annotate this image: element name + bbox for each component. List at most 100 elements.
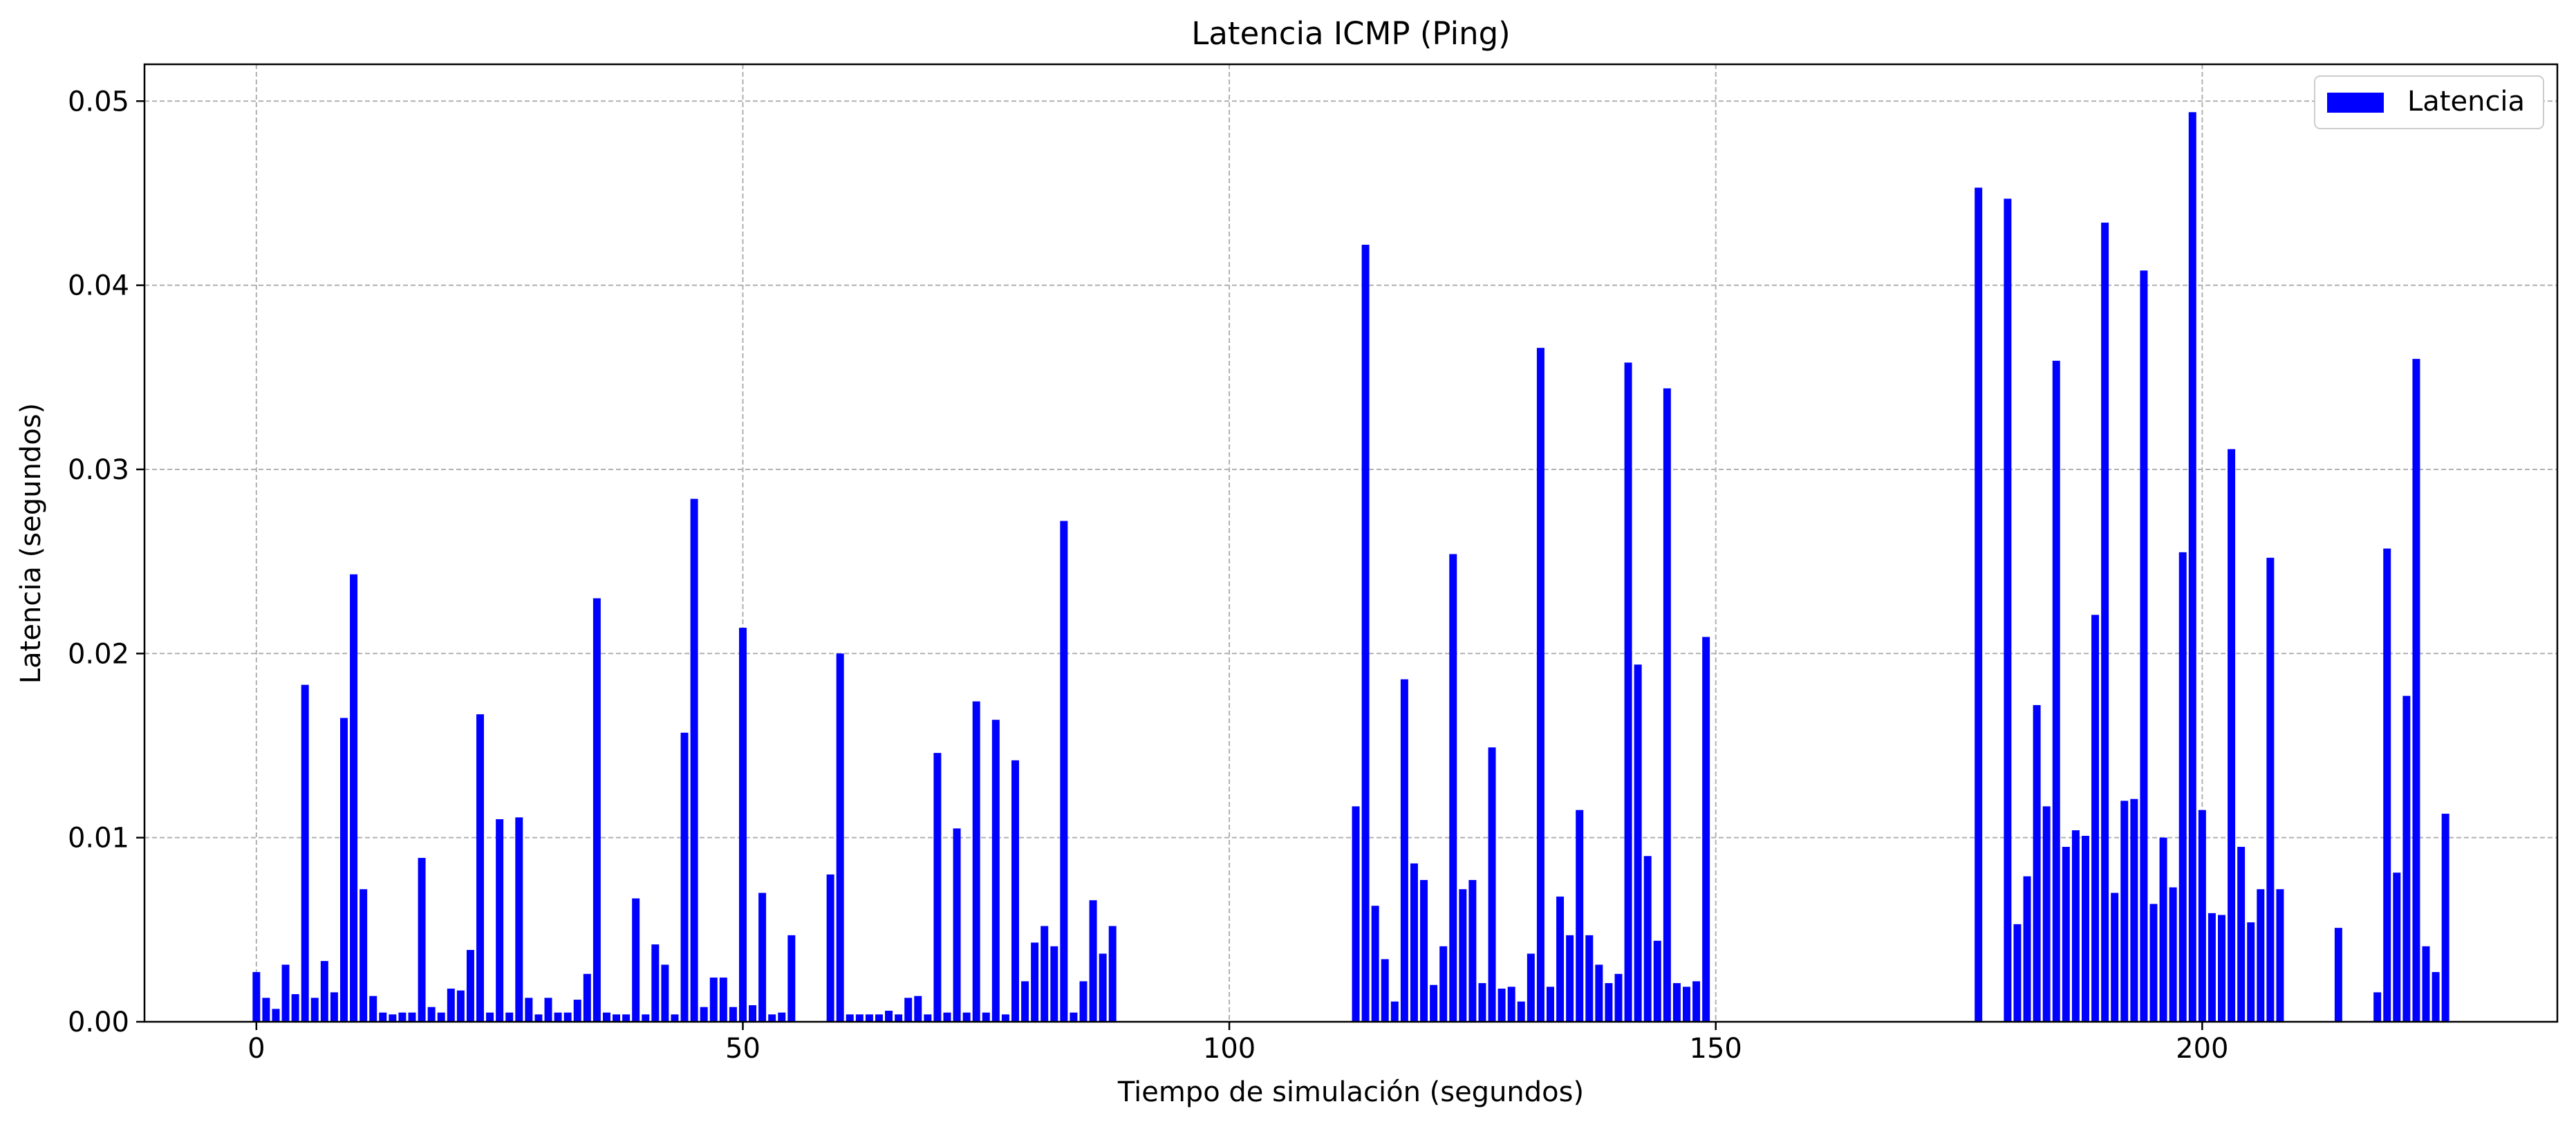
bar [2130, 798, 2138, 1022]
bar [418, 857, 426, 1022]
bar [2042, 806, 2051, 1022]
bar [1653, 940, 1661, 1022]
bar [1497, 989, 1506, 1022]
bar [427, 1007, 436, 1022]
bar [592, 598, 601, 1022]
bar [826, 874, 834, 1022]
bar [2033, 704, 2041, 1022]
bar [972, 701, 980, 1022]
bar [2111, 892, 2119, 1022]
bar [1576, 810, 1584, 1022]
bar [1011, 760, 1019, 1022]
bar [1614, 973, 1623, 1022]
chart-title: Latencia ICMP (Ping) [1191, 15, 1510, 52]
bar [2412, 359, 2420, 1022]
bar [671, 1014, 679, 1022]
bar [330, 992, 338, 1022]
bar [2004, 198, 2012, 1022]
bar [1643, 856, 1652, 1022]
bar [398, 1012, 407, 1022]
bar [2188, 112, 2196, 1022]
bar [2432, 972, 2440, 1022]
bar [2383, 548, 2391, 1022]
bar [563, 1012, 572, 1022]
bar [408, 1012, 416, 1022]
bar [2373, 992, 2382, 1022]
bar [350, 574, 358, 1022]
legend-swatch-latencia [2327, 93, 2384, 113]
bar [1410, 863, 1418, 1022]
bar [846, 1014, 854, 1022]
legend: Latencia [2314, 75, 2544, 129]
grid [144, 64, 2557, 1022]
bar [544, 998, 552, 1022]
bar [301, 684, 309, 1022]
bar [2422, 946, 2430, 1022]
bar [1381, 959, 1389, 1022]
bar [339, 718, 348, 1022]
bar [2441, 814, 2449, 1022]
bar [2091, 615, 2100, 1022]
bar [690, 498, 698, 1022]
bar [1459, 889, 1467, 1022]
bar [642, 1014, 650, 1022]
bar [252, 972, 261, 1022]
bar [953, 828, 961, 1022]
bar [2120, 801, 2129, 1022]
bar [1478, 983, 1486, 1022]
bar [360, 889, 368, 1022]
bar [515, 817, 523, 1022]
bar [1001, 1014, 1009, 1022]
bar [1634, 664, 1642, 1022]
bar [2140, 270, 2148, 1022]
bar [632, 898, 640, 1022]
bar [1624, 362, 1632, 1022]
bar [1692, 981, 1701, 1022]
bar [1975, 187, 1983, 1022]
bar [1439, 946, 1448, 1022]
bar [1430, 984, 1438, 1022]
bar [895, 1014, 903, 1022]
y-axis: 0.00 0.01 0.02 0.03 0.04 0.05 [68, 86, 144, 1038]
bar [875, 1014, 883, 1022]
y-tick-label: 0.00 [68, 1007, 129, 1038]
bar [1040, 926, 1049, 1022]
bar [768, 1014, 776, 1022]
bar [778, 1012, 786, 1022]
bar [1021, 981, 1029, 1022]
bar [924, 1014, 932, 1022]
bar [2081, 835, 2089, 1022]
bar [291, 994, 299, 1022]
bar [885, 1011, 893, 1022]
bar [2159, 837, 2167, 1022]
bar [1546, 987, 1554, 1022]
y-tick-label: 0.03 [68, 454, 129, 486]
bar [505, 1012, 514, 1022]
bar [379, 1012, 387, 1022]
plot-area [143, 63, 2559, 1023]
bar [1536, 348, 1544, 1022]
bar [2247, 922, 2255, 1022]
bar [904, 998, 913, 1022]
y-tick-label: 0.01 [68, 823, 129, 854]
bar [855, 1014, 864, 1022]
bar [1089, 900, 1097, 1022]
bar [2266, 557, 2275, 1022]
bar [554, 1012, 562, 1022]
bar [991, 720, 1000, 1022]
bar [943, 1012, 951, 1022]
y-axis-label: Latencia (segundos) [15, 403, 47, 684]
bar [1390, 1001, 1399, 1022]
bar [1400, 679, 1408, 1022]
bar [573, 1000, 581, 1022]
legend-label-latencia: Latencia [2407, 86, 2525, 118]
bar [2101, 223, 2109, 1022]
bar [1517, 1001, 1525, 1022]
bar [613, 1014, 621, 1022]
bar [1099, 953, 1107, 1022]
bar [476, 714, 484, 1022]
bar [1420, 879, 1428, 1022]
bar [2149, 904, 2158, 1022]
y-tick-label: 0.04 [68, 270, 129, 302]
